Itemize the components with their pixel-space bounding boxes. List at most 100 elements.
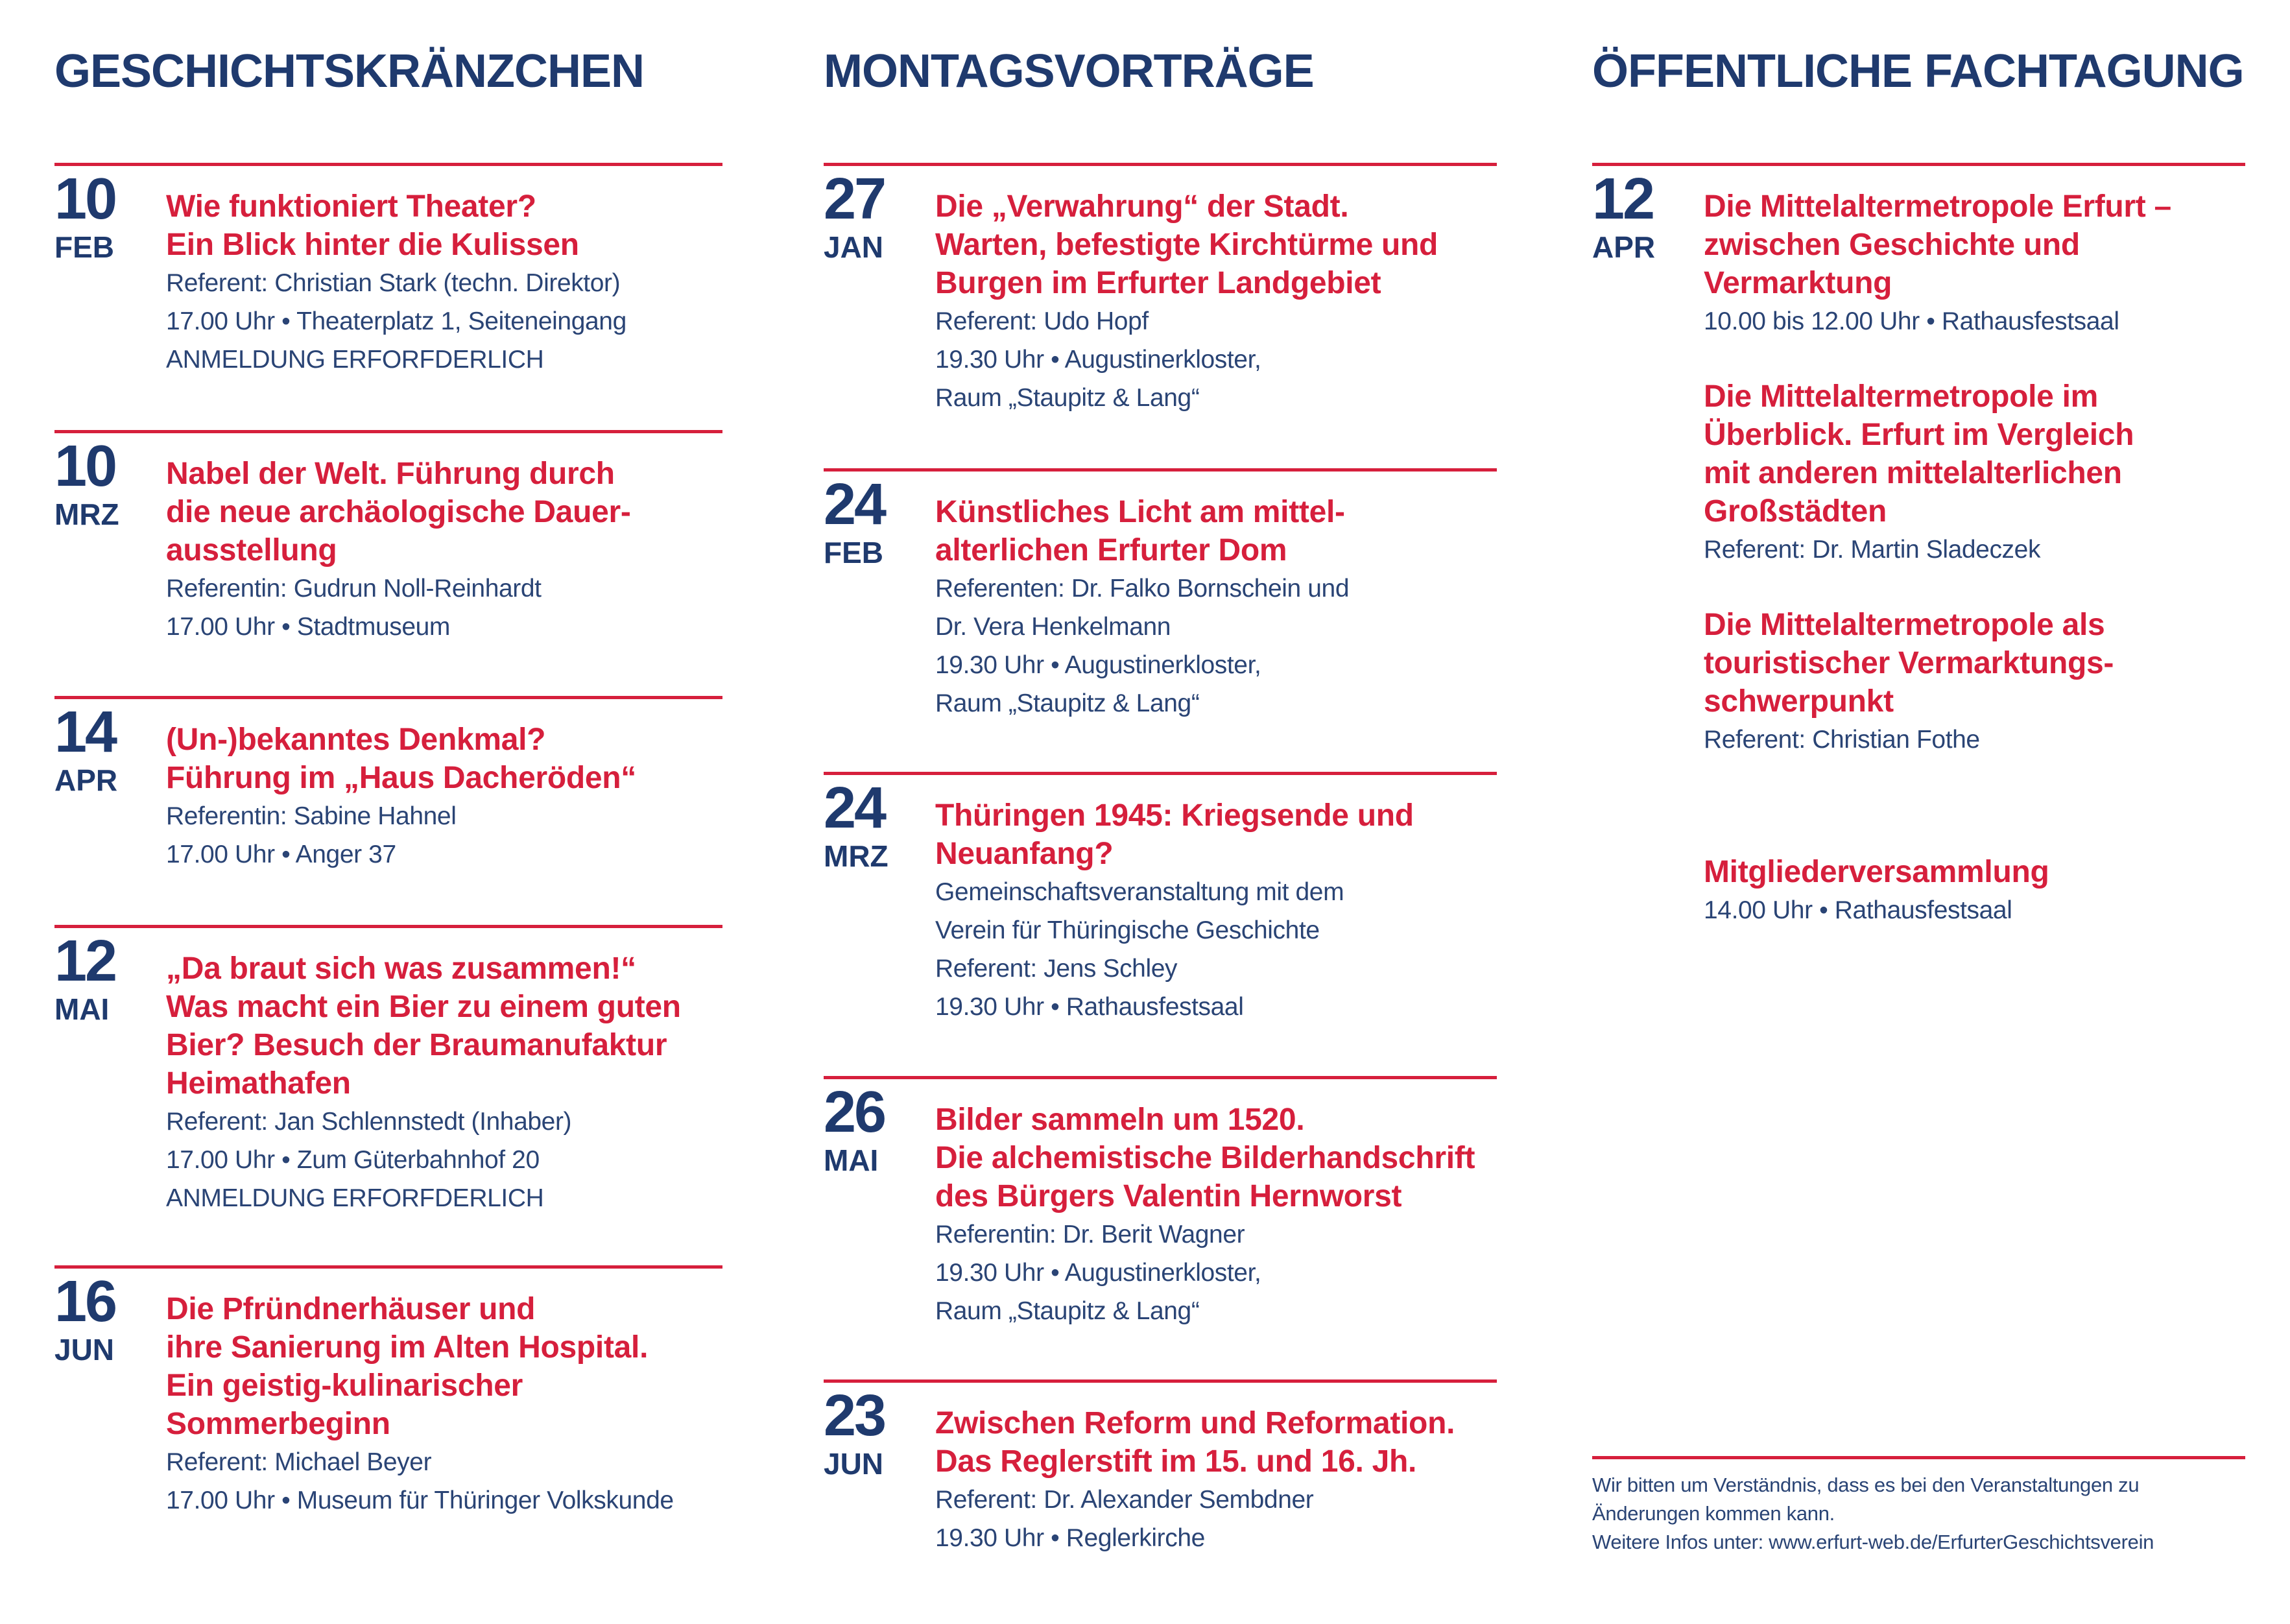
event-entry: 24 MRZ Thüringen 1945: Kriegsende und Neuan… bbox=[824, 772, 1497, 1021]
event-items: Künstliches Licht am mittel-alterlichen … bbox=[935, 493, 1350, 722]
event-items: Bilder sammeln um 1520. Die alchemistisch… bbox=[935, 1101, 1475, 1330]
event-month: MAI bbox=[54, 992, 110, 1026]
event-detail-line: Referent: Jens Schley bbox=[935, 955, 1178, 983]
event-detail-line: Gemeinschaftsveranstaltung mit dem bbox=[935, 878, 1344, 906]
event-title-line: mit anderen mittelalterlichen bbox=[1704, 456, 2122, 490]
event-title-line: Vermarktung bbox=[1704, 266, 1892, 300]
event-title-line: „Da braut sich was zusammen!“ bbox=[166, 951, 636, 986]
event-detail-line: Dr. Vera Henkelmann bbox=[935, 613, 1171, 641]
event-detail-line: 10.00 bis 12.00 Uhr • Rathausfestsaal bbox=[1704, 307, 2119, 335]
event-item: Die Mittelaltermetropole als touristische… bbox=[1704, 606, 2171, 759]
event-title-line: des Bürgers Valentin Hernworst bbox=[935, 1179, 1402, 1213]
event-title-line: Die Mittelaltermetropole als bbox=[1704, 608, 2105, 642]
event-entry: 27 JAN Die „Verwahrung“ der Stadt. Warten, … bbox=[824, 163, 1497, 412]
event-title-line: Nabel der Welt. Führung durch bbox=[166, 457, 615, 491]
event-title-line: Die alchemistische Bilderhandschrift bbox=[935, 1141, 1475, 1175]
event-detail-line: Referent: Christian Fothe bbox=[1704, 726, 1980, 754]
event-title-line: Großstädten bbox=[1704, 494, 1887, 529]
event-detail-line: Referent: Jan Schlennstedt (Inhaber) bbox=[166, 1108, 572, 1136]
event-item: Bilder sammeln um 1520. Die alchemistisch… bbox=[935, 1101, 1475, 1330]
event-month: MAI bbox=[824, 1143, 879, 1177]
event-items: Die Pfründnerhäuser und ihre Sanierung im… bbox=[166, 1290, 674, 1520]
event-title-line: Mitgliederversammlung bbox=[1704, 855, 2049, 889]
event-items: Nabel der Welt. Führung durch die neue ar… bbox=[166, 455, 631, 646]
event-detail-line: 19.30 Uhr • Augustinerkloster, bbox=[935, 1259, 1261, 1287]
event-item: Nabel der Welt. Führung durch die neue ar… bbox=[166, 455, 631, 646]
event-detail-line: ANMELDUNG ERFORFDERLICH bbox=[166, 1184, 544, 1212]
event-detail-line: 17.00 Uhr • Museum für Thüringer Volksku… bbox=[166, 1487, 674, 1514]
event-detail-line: Referentin: Gudrun Noll-Reinhardt bbox=[166, 575, 542, 603]
footer-line: Wir bitten um Verständnis, dass es bei d… bbox=[1592, 1474, 2140, 1496]
event-day: 16 bbox=[54, 1269, 117, 1334]
event-detail-line: Raum „Staupitz & Lang“ bbox=[935, 1297, 1200, 1325]
event-item: „Da braut sich was zusammen!“ Was macht e… bbox=[166, 949, 681, 1217]
event-detail-line: ANMELDUNG ERFORFDERLICH bbox=[166, 346, 544, 374]
event-day: 24 bbox=[824, 776, 887, 841]
event-month: APR bbox=[54, 763, 118, 797]
event-title-line: Wie funktioniert Theater? bbox=[166, 189, 536, 224]
footer-line: Weitere Infos unter: www.erfurt-web.de/E… bbox=[1592, 1531, 2154, 1553]
event-detail-line: Raum „Staupitz & Lang“ bbox=[935, 689, 1200, 717]
event-items: Thüringen 1945: Kriegsende und Neuanfang?… bbox=[935, 796, 1414, 1026]
event-title-line: Überblick. Erfurt im Vergleich bbox=[1704, 418, 2134, 452]
event-title-line: Heimathafen bbox=[166, 1066, 351, 1101]
event-detail-line: Referent: Christian Stark (techn. Direkt… bbox=[166, 269, 621, 297]
event-detail-line: 17.00 Uhr • Theaterplatz 1, Seiteneingan… bbox=[166, 307, 626, 335]
event-detail-line: 19.30 Uhr • Augustinerkloster, bbox=[935, 651, 1261, 679]
event-title-line: Die Mittelaltermetropole Erfurt – bbox=[1704, 189, 2171, 224]
event-detail-line: Referent: Dr. Alexander Sembdner bbox=[935, 1486, 1314, 1514]
event-detail-line: 19.30 Uhr • Rathausfestsaal bbox=[935, 993, 1244, 1021]
event-item: (Un-)bekanntes Denkmal? Führung im „Haus … bbox=[166, 721, 636, 874]
event-month: APR bbox=[1592, 230, 1656, 264]
event-items: (Un-)bekanntes Denkmal? Führung im „Haus … bbox=[166, 721, 636, 874]
event-month: FEB bbox=[824, 536, 883, 569]
event-title-line: Ein Blick hinter die Kulissen bbox=[166, 228, 579, 262]
event-month: MRZ bbox=[54, 497, 119, 531]
event-detail-line: Referent: Michael Beyer bbox=[166, 1448, 432, 1476]
event-entry: 10 MRZ Nabel der Welt. Führung durch die ne… bbox=[54, 430, 722, 641]
event-month: JUN bbox=[54, 1333, 115, 1367]
event-entry: 14 APR (Un-)bekanntes Denkmal? Führung im „… bbox=[54, 696, 722, 868]
event-entry: 10 FEB Wie funktioniert Theater? Ein Blick … bbox=[54, 163, 722, 374]
event-title-line: Warten, befestigte Kirchtürme und bbox=[935, 228, 1438, 262]
event-month: MRZ bbox=[824, 839, 889, 873]
event-month: JAN bbox=[824, 230, 884, 264]
event-item: Die „Verwahrung“ der Stadt. Warten, befes… bbox=[935, 187, 1438, 417]
event-detail-line: Referentin: Dr. Berit Wagner bbox=[935, 1221, 1245, 1248]
event-title-line: Bier? Besuch der Braumanufaktur bbox=[166, 1028, 667, 1062]
event-item: Thüringen 1945: Kriegsende und Neuanfang?… bbox=[935, 796, 1414, 1026]
event-detail-line: 19.30 Uhr • Reglerkirche bbox=[935, 1524, 1205, 1552]
event-entry: 16 JUN Die Pfründnerhäuser und ihre Sanieru… bbox=[54, 1265, 722, 1514]
footer-note: Wir bitten um Verständnis, dass es bei d… bbox=[1592, 1456, 2245, 1557]
event-item: Die Pfründnerhäuser und ihre Sanierung im… bbox=[166, 1290, 674, 1520]
event-day: 10 bbox=[54, 167, 117, 232]
event-title-line: schwerpunkt bbox=[1704, 684, 1894, 719]
event-entry: 23 JUN Zwischen Reform und Reformation. Das… bbox=[824, 1379, 1497, 1552]
event-day: 24 bbox=[824, 472, 887, 537]
column-heading: MONTAGSVORTRÄGE bbox=[824, 45, 1315, 97]
event-detail-line: Referenten: Dr. Falko Bornschein und bbox=[935, 575, 1350, 603]
column-montagsvortraege: MONTAGSVORTRÄGE 27 JAN Die „Verwahrung“ der… bbox=[824, 0, 1497, 1624]
column-heading: ÖFFENTLICHE FACHTAGUNG bbox=[1592, 45, 2245, 97]
event-detail-line: Referent: Udo Hopf bbox=[935, 307, 1149, 335]
event-day: 12 bbox=[1592, 167, 1655, 232]
event-title-line: Ein geistig-kulinarischer bbox=[166, 1368, 523, 1403]
event-items: Die „Verwahrung“ der Stadt. Warten, befes… bbox=[935, 187, 1438, 417]
event-month: JUN bbox=[824, 1447, 884, 1481]
event-title-line: alterlichen Erfurter Dom bbox=[935, 533, 1287, 567]
event-title-line: zwischen Geschichte und bbox=[1704, 228, 2080, 262]
event-item: Die Mittelaltermetropole im Überblick. Er… bbox=[1704, 377, 2171, 569]
footer-line: Änderungen kommen kann. bbox=[1592, 1502, 1835, 1525]
event-title-line: Thüringen 1945: Kriegsende und bbox=[935, 798, 1414, 833]
event-title-line: Das Reglerstift im 15. und 16. Jh. bbox=[935, 1444, 1417, 1479]
event-detail-line: Referentin: Sabine Hahnel bbox=[166, 802, 457, 830]
event-title-line: Die Pfründnerhäuser und bbox=[166, 1292, 536, 1326]
event-item: Die Mittelaltermetropole Erfurt – zwische… bbox=[1704, 187, 2171, 340]
event-entry: 24 FEB Künstliches Licht am mittel-alterli… bbox=[824, 468, 1497, 717]
event-title-line: Was macht ein Bier zu einem guten bbox=[166, 990, 681, 1024]
event-detail-line: 17.00 Uhr • Stadtmuseum bbox=[166, 613, 451, 641]
event-day: 26 bbox=[824, 1080, 887, 1145]
event-day: 27 bbox=[824, 167, 887, 232]
event-title-line: Künstliches Licht am mittel- bbox=[935, 495, 1345, 529]
column-geschichtskraenzchen: GESCHICHTSKRÄNZCHEN 10 FEB Wie funktioniert… bbox=[54, 0, 722, 1624]
